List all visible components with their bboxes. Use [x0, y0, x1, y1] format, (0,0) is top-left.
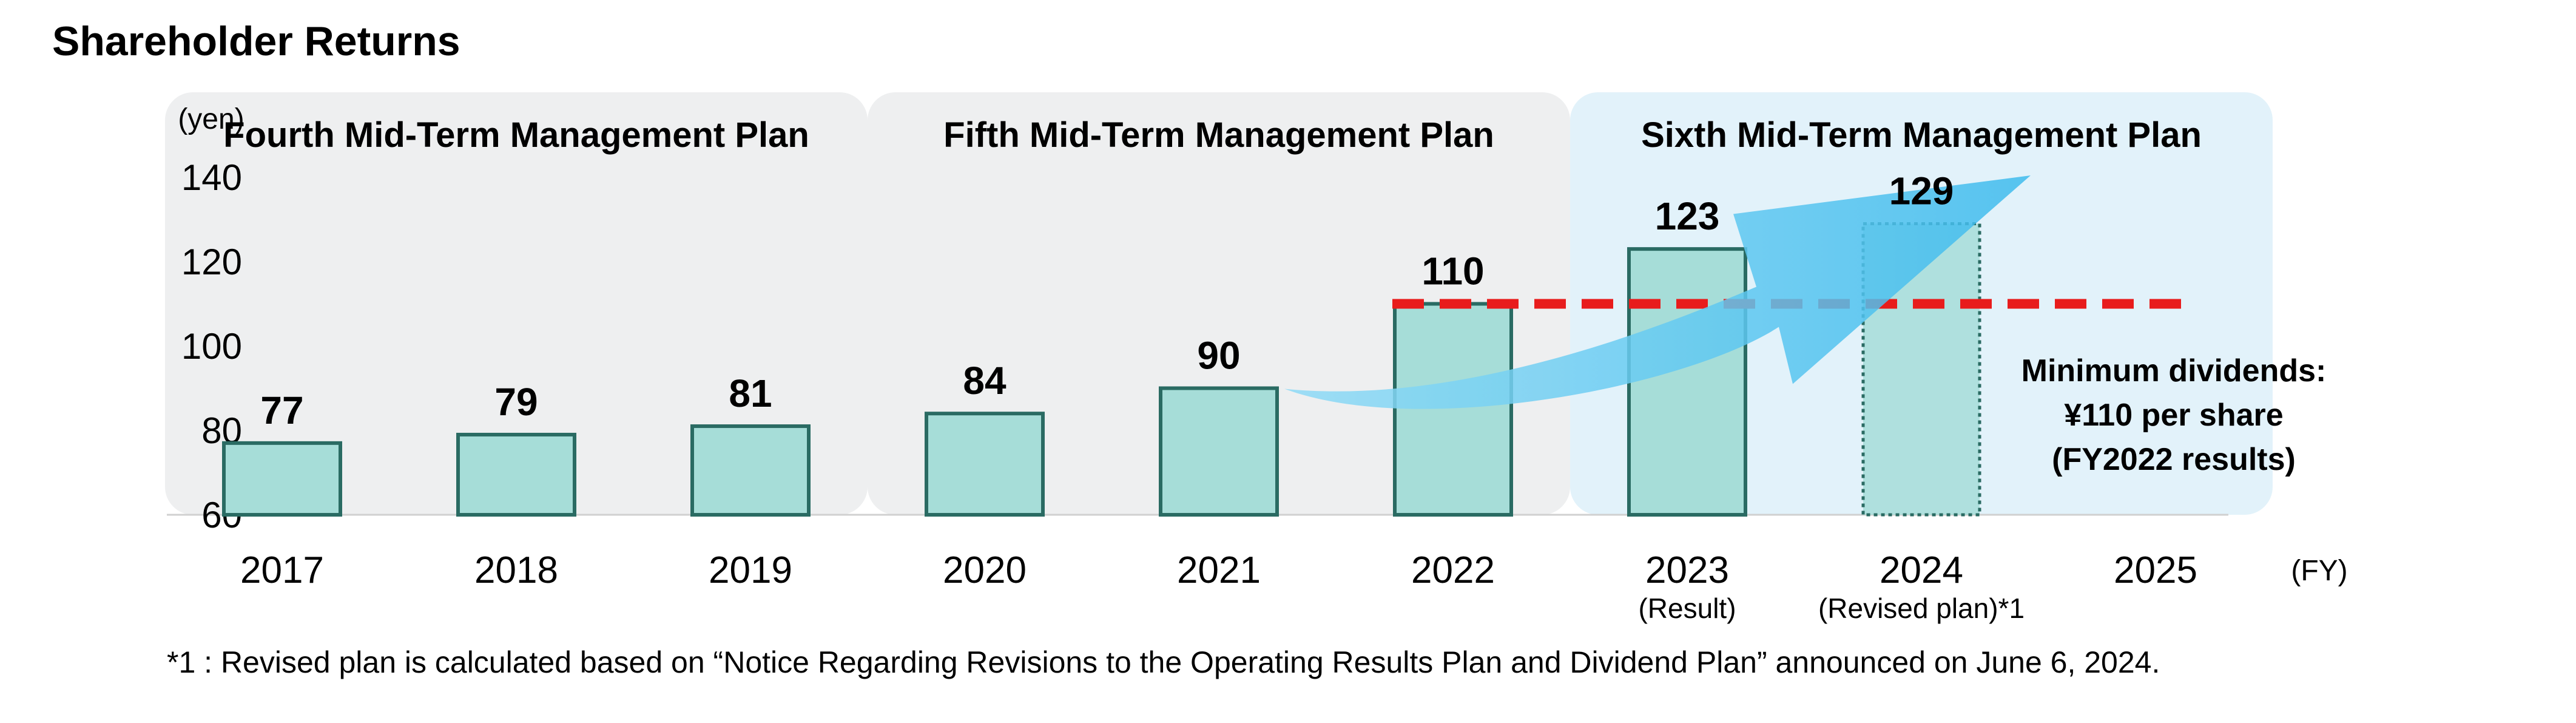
y-tick-label: 140 — [181, 157, 242, 198]
plan-panel-1 — [165, 92, 868, 515]
x-tick-label: 2018 — [474, 549, 558, 591]
x-tick-label: 2021 — [1177, 549, 1261, 591]
label-layer: 77 79 81 84 90 110 123 129 Minimum dividends: ¥11… — [260, 169, 2326, 477]
x-tick-sublabel: (Revised plan)*1 — [1818, 592, 2025, 624]
y-tick-label: 100 — [181, 326, 242, 367]
value-label-2019: 81 — [729, 372, 772, 415]
x-tick-sublabel: (Result) — [1638, 592, 1736, 624]
x-tick-label: 2020 — [943, 549, 1027, 591]
minimum-dividend-note-line: ¥110 per share — [2064, 398, 2283, 433]
value-label-2017: 77 — [260, 389, 303, 432]
bar-2020 — [925, 412, 1045, 517]
plan-title-layer: Fourth Mid-Term Management Plan Fifth Mid… — [223, 115, 2202, 155]
bar-2019 — [690, 424, 811, 517]
bar-2021 — [1159, 386, 1279, 517]
page-title: Shareholder Returns — [52, 18, 460, 64]
value-label-2021: 90 — [1197, 334, 1240, 378]
x-tick-label: 2022 — [1411, 549, 1495, 591]
x-tick-label: 2019 — [709, 549, 792, 591]
x-tick-label: 2023 — [1645, 549, 1729, 591]
bar-2022 — [1393, 302, 1513, 517]
plan-title-2: Fifth Mid-Term Management Plan — [943, 115, 1494, 155]
value-label-2024: 129 — [1889, 169, 1954, 212]
trend-arrow-layer — [1284, 175, 2031, 409]
trend-arrow — [1284, 175, 2031, 409]
minimum-dividend-note-line: (FY2022 results) — [2052, 442, 2296, 477]
y-tick-label: 120 — [181, 242, 242, 282]
y-unit-label: (yen) — [178, 103, 244, 135]
bar-2018 — [456, 432, 576, 517]
minimum-dividend-note-line: Minimum dividends: — [2021, 353, 2327, 389]
footnote: *1 : Revised plan is calculated based on… — [167, 645, 2160, 679]
plan-title-1: Fourth Mid-Term Management Plan — [223, 115, 809, 155]
value-label-2020: 84 — [963, 359, 1006, 402]
x-unit-label: (FY) — [2291, 555, 2347, 587]
value-label-2022: 110 — [1421, 249, 1484, 293]
value-label-2018: 79 — [494, 380, 538, 424]
x-tick-label: 2025 — [2114, 549, 2197, 591]
plan-title-3: Sixth Mid-Term Management Plan — [1641, 115, 2202, 155]
bar-layer — [222, 222, 1981, 517]
bar-2017 — [222, 441, 342, 517]
bar-2023 — [1627, 247, 1747, 517]
x-tick-label: 2024 — [1880, 549, 1963, 591]
value-label-2023: 123 — [1655, 194, 1720, 238]
x-tick-label: 2017 — [240, 549, 324, 591]
